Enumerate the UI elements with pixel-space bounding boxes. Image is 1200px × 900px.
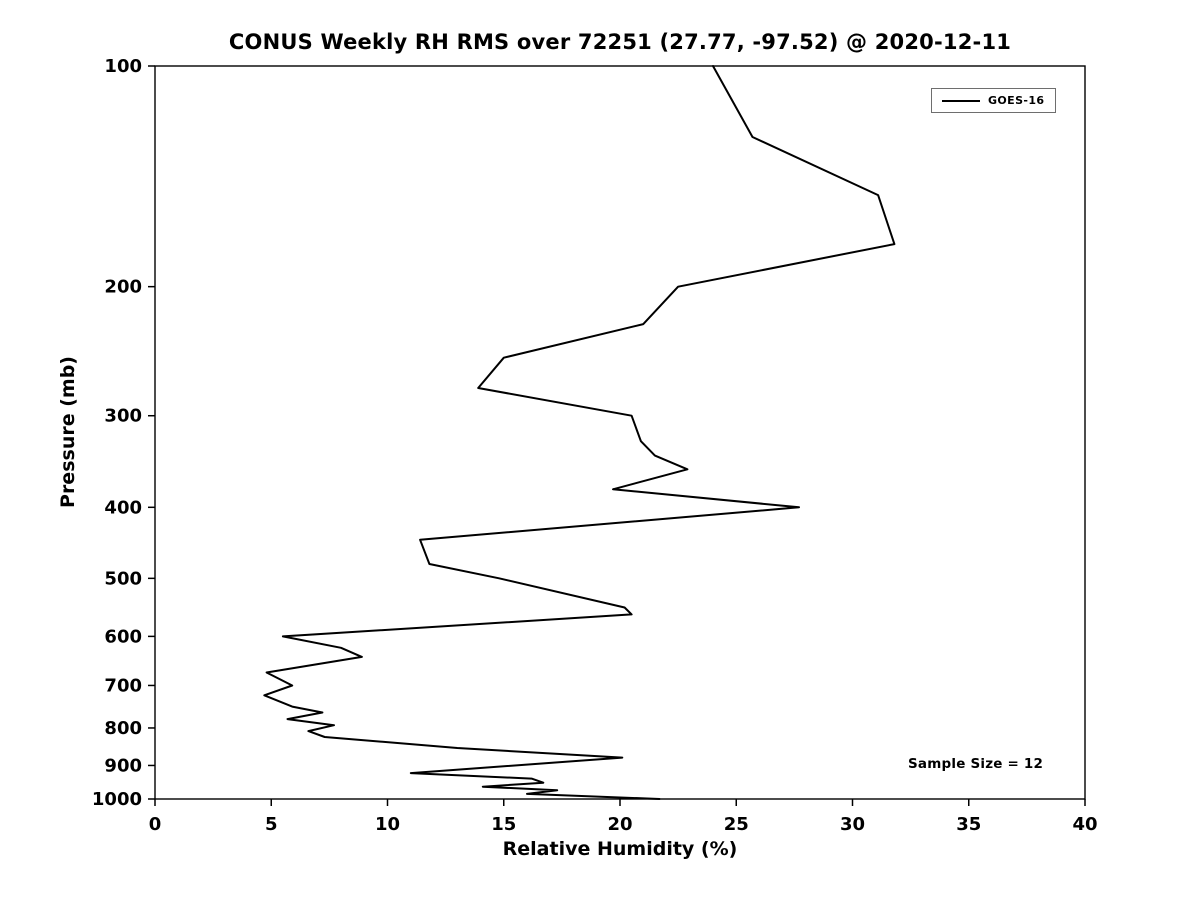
x-tick-label: 25 — [724, 814, 749, 835]
x-tick-label: 5 — [265, 814, 278, 835]
x-tick-label: 0 — [149, 814, 162, 835]
y-tick-label: 200 — [104, 277, 142, 298]
y-tick-label: 600 — [104, 626, 142, 647]
y-tick-label: 1000 — [92, 789, 142, 810]
x-tick-label: 10 — [375, 814, 400, 835]
y-tick-label: 400 — [104, 497, 142, 518]
y-tick-label: 800 — [104, 718, 142, 739]
chart-title: CONUS Weekly RH RMS over 72251 (27.77, -… — [228, 30, 1012, 54]
y-tick-label: 100 — [104, 56, 142, 77]
sample-size-annotation: Sample Size = 12 — [908, 756, 1044, 772]
data-line-goes-16 — [263, 65, 896, 800]
legend-line-sample-icon — [942, 99, 980, 102]
x-axis-label: Relative Humidity (%) — [502, 838, 738, 860]
axes-box — [154, 65, 1086, 800]
x-tick-label: 15 — [491, 814, 516, 835]
y-tick-label: 300 — [104, 406, 142, 427]
y-tick-label: 500 — [104, 568, 142, 589]
x-tick-label: 40 — [1072, 814, 1097, 835]
x-tick-label: 35 — [956, 814, 981, 835]
y-tick-label: 900 — [104, 755, 142, 776]
x-tick-label: 20 — [607, 814, 632, 835]
y-axis-label: Pressure (mb) — [57, 356, 79, 508]
x-tick-label: 30 — [840, 814, 865, 835]
legend-entry-label: GOES-16 — [988, 94, 1045, 107]
y-tick-label: 700 — [104, 675, 142, 696]
legend: GOES-16 — [931, 88, 1056, 113]
